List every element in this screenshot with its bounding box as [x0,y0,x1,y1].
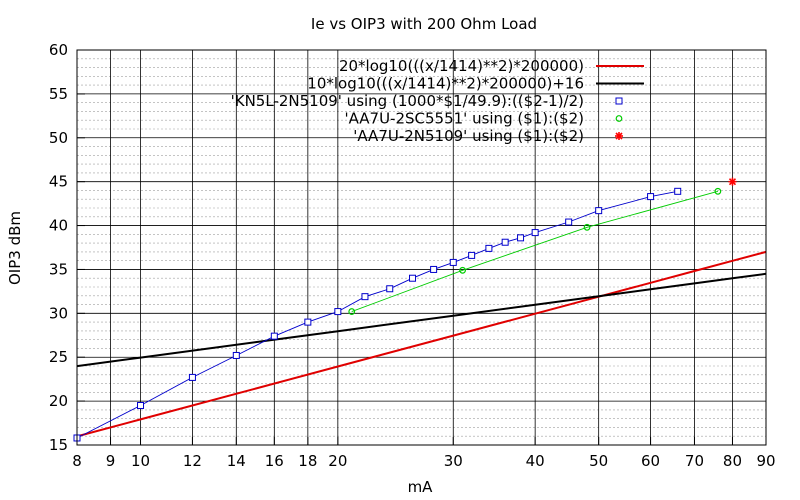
x-tick-label: 50 [589,452,608,470]
data-point-star [728,177,737,186]
y-tick-label: 50 [49,129,68,147]
chart-title: Ie vs OIP3 with 200 Ohm Load [311,15,537,33]
data-point-square [615,97,623,105]
series-3 [73,187,682,442]
x-tick-label: 30 [444,452,463,470]
data-point-square [430,265,438,273]
data-point-square [595,207,603,215]
legend-entry-1: 20*log10(((x/1414)**2)*200000) [339,57,644,75]
data-point-square [409,274,417,282]
legend-label: 'AA7U-2N5109' using ($1):($2) [353,127,584,145]
legend-label: 'AA7U-2SC5551' using ($1):($2) [344,110,584,128]
series-line [76,250,767,438]
y-tick-label: 25 [49,348,68,366]
legend-entry-5: 'AA7U-2N5109' using ($1):($2) [353,127,623,145]
y-tick-label: 60 [49,41,68,59]
x-tick-label: 60 [641,452,660,470]
data-point-square [361,293,369,301]
data-point-square [485,244,493,252]
data-point-star [615,132,623,140]
series-4 [348,187,722,315]
x-tick-label: 80 [723,452,742,470]
data-point-square [531,229,539,237]
data-point-circle [459,266,466,274]
plot-frame [76,49,767,446]
data-point-square [304,318,312,326]
data-point-square [232,351,240,359]
y-tick-label: 35 [49,260,68,278]
x-tick-label: 8 [72,452,82,470]
x-tick-label: 20 [328,452,347,470]
legend-entry-2: 10*log10(((x/1414)**2)*200000)+16 [307,75,644,93]
legend-label: 20*log10(((x/1414)**2)*200000) [339,57,584,75]
x-tick-label: 16 [265,452,284,470]
data-point-square [270,332,278,340]
legend: 20*log10(((x/1414)**2)*200000)10*log10((… [231,57,644,145]
data-point-square [565,218,573,226]
star-stroke [728,178,737,186]
data-point-circle [615,115,623,122]
series-5 [728,177,737,186]
y-tick-label: 40 [49,217,68,235]
legend-entry-3: 'KN5L-2N5109' using (1000*$1/49.9):(($2-… [231,92,623,110]
series-line [351,190,719,313]
data-point-square [449,258,457,266]
data-point-square [647,193,655,201]
legend-label: 10*log10(((x/1414)**2)*200000)+16 [307,75,584,93]
data-point-square [517,234,525,242]
star-stroke [615,132,623,140]
data-point-square [674,187,682,195]
x-tick-label: 40 [526,452,545,470]
x-tick-label: 12 [183,452,202,470]
x-axis-title: mA [408,478,434,496]
data-point-circle [348,308,356,315]
y-tick-label: 55 [49,85,68,103]
series-1 [76,250,767,438]
series-area [73,177,767,442]
x-tick-label: 18 [298,452,317,470]
y-tick-label: 15 [49,436,68,454]
y-axis-title: OIP3 dBm [6,211,24,285]
data-point-square [501,238,509,246]
data-point-circle [714,187,722,195]
y-tick-label: 30 [49,304,68,322]
y-tick-label: 45 [49,173,68,191]
tick-marks: 15 20 25 30 35 40 45 50 55 60 8 9 10 12 14 16 18 20 30 40 50… [49,41,776,470]
data-point-circle [583,223,591,231]
legend-entry-4: 'AA7U-2SC5551' using ($1):($2) [344,110,623,128]
x-tick-label: 70 [685,452,704,470]
data-point-square [468,251,476,259]
x-tick-label: 10 [131,452,150,470]
data-point-square [386,285,394,293]
x-tick-label: 90 [756,452,775,470]
x-tick-label: 14 [227,452,246,470]
series-2 [76,272,767,368]
data-point-square [137,402,145,409]
x-tick-label: 9 [106,452,116,470]
legend-label: 'KN5L-2N5109' using (1000*$1/49.9):(($2-… [231,92,584,110]
y-tick-label: 20 [49,392,68,410]
data-point-square [188,373,196,381]
data-point-square [334,308,342,316]
series-line [76,272,767,368]
